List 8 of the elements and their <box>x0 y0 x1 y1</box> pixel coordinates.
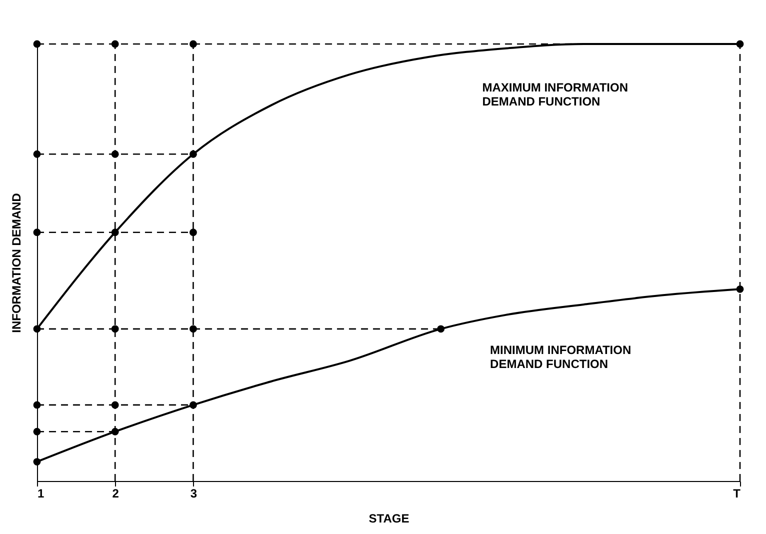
x-tick-label: 1 <box>38 486 44 500</box>
x-tick-label: T <box>733 486 742 500</box>
x-tick-label: 3 <box>190 486 198 500</box>
x-axis-title: STAGE <box>368 512 410 526</box>
annotation: MINIMUM INFORMATION DEMAND FUNCTION <box>490 342 632 371</box>
x-tick-label: 2 <box>112 486 120 500</box>
annotation: MAXIMUM INFORMATION DEMAND FUNCTION <box>482 80 628 109</box>
y-axis-title: INFORMATION DEMAND <box>10 192 24 333</box>
